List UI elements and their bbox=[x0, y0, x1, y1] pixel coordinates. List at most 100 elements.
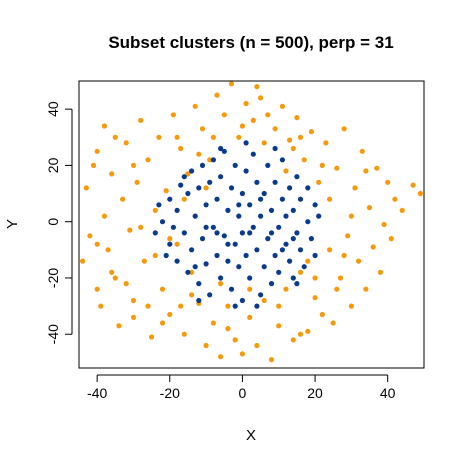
data-point-s0-56 bbox=[276, 323, 282, 329]
data-point-s1-33 bbox=[232, 162, 238, 168]
data-point-s1-3 bbox=[174, 258, 180, 264]
data-point-s1-56 bbox=[272, 179, 278, 185]
x-tick-label: 20 bbox=[307, 385, 323, 401]
data-point-s0-98 bbox=[196, 151, 202, 157]
data-point-s0-121 bbox=[239, 123, 245, 129]
data-point-s0-35 bbox=[199, 126, 206, 132]
data-point-s0-94 bbox=[152, 252, 158, 259]
data-point-s1-4 bbox=[174, 207, 180, 213]
data-point-s1-1 bbox=[167, 241, 173, 247]
data-point-s0-51 bbox=[258, 95, 264, 101]
data-point-s0-23 bbox=[156, 134, 162, 140]
data-point-s1-94 bbox=[254, 303, 260, 309]
y-tick-label: -40 bbox=[45, 324, 61, 344]
data-point-s1-57 bbox=[276, 224, 282, 230]
data-point-s1-7 bbox=[185, 269, 191, 275]
data-point-s0-114 bbox=[123, 281, 129, 287]
data-point-s0-128 bbox=[297, 331, 304, 337]
data-point-s0-81 bbox=[366, 205, 373, 211]
data-point-s0-21 bbox=[149, 334, 155, 340]
data-point-s1-64 bbox=[287, 185, 293, 191]
data-point-s0-25 bbox=[163, 188, 169, 194]
data-point-s1-75 bbox=[312, 252, 318, 259]
data-point-s1-98 bbox=[196, 297, 202, 304]
data-point-s0-71 bbox=[330, 320, 336, 326]
data-point-s0-14 bbox=[123, 140, 129, 146]
data-point-s1-42 bbox=[247, 202, 253, 208]
data-point-s0-102 bbox=[261, 140, 267, 146]
y-tick-label: -20 bbox=[45, 268, 61, 288]
data-point-s1-52 bbox=[265, 162, 271, 168]
data-point-s0-67 bbox=[316, 179, 322, 185]
data-point-s1-12 bbox=[196, 281, 202, 287]
data-point-s1-97 bbox=[272, 145, 278, 152]
data-point-s0-10 bbox=[109, 171, 115, 177]
data-point-s0-122 bbox=[283, 168, 289, 174]
data-point-s1-45 bbox=[254, 247, 260, 253]
data-point-s0-6 bbox=[98, 303, 104, 309]
data-point-s0-117 bbox=[341, 252, 347, 259]
data-point-s0-106 bbox=[319, 162, 325, 168]
data-point-s0-37 bbox=[207, 157, 213, 163]
data-point-s0-27 bbox=[170, 112, 176, 118]
data-point-s0-8 bbox=[101, 213, 107, 219]
data-point-s0-84 bbox=[377, 269, 383, 275]
data-point-s0-40 bbox=[218, 354, 224, 360]
data-point-s0-87 bbox=[388, 236, 394, 242]
data-point-s1-32 bbox=[232, 241, 238, 247]
data-point-s1-76 bbox=[312, 202, 318, 208]
data-point-s0-9 bbox=[105, 247, 111, 253]
data-point-s0-57 bbox=[279, 103, 285, 109]
data-point-s0-22 bbox=[152, 207, 158, 213]
data-point-s0-110 bbox=[138, 224, 144, 230]
data-point-s0-39 bbox=[214, 92, 220, 98]
data-point-s1-86 bbox=[258, 196, 264, 202]
data-point-s1-20 bbox=[210, 224, 216, 230]
data-point-s1-90 bbox=[152, 230, 158, 236]
data-point-s1-13 bbox=[196, 185, 202, 191]
data-point-s0-42 bbox=[225, 303, 231, 309]
data-point-s1-77 bbox=[316, 213, 322, 219]
x-axis: -40 -20 0 20 40 bbox=[87, 374, 396, 401]
data-point-s1-18 bbox=[207, 292, 213, 298]
data-point-s0-108 bbox=[348, 213, 354, 219]
data-point-s1-71 bbox=[301, 264, 307, 270]
data-point-s1-59 bbox=[279, 196, 285, 202]
data-point-s0-97 bbox=[189, 292, 195, 298]
data-point-s0-66 bbox=[312, 295, 318, 301]
data-point-s0-99 bbox=[210, 134, 216, 140]
data-point-s0-76 bbox=[348, 303, 354, 309]
data-point-s1-66 bbox=[290, 207, 296, 213]
data-point-s0-50 bbox=[254, 342, 260, 349]
data-point-s1-30 bbox=[228, 286, 235, 292]
data-point-s0-20 bbox=[145, 157, 151, 163]
data-point-s1-58 bbox=[276, 269, 282, 275]
data-point-s0-119 bbox=[297, 134, 304, 140]
data-point-s0-4 bbox=[94, 286, 100, 292]
data-point-s0-55 bbox=[272, 126, 278, 132]
data-point-s1-48 bbox=[258, 213, 264, 219]
data-point-s0-30 bbox=[181, 331, 187, 337]
data-point-s0-63 bbox=[301, 157, 307, 163]
data-point-s0-45 bbox=[236, 134, 242, 140]
data-point-s0-60 bbox=[290, 337, 296, 343]
data-point-s0-95 bbox=[159, 320, 166, 326]
x-axis-title: X bbox=[246, 427, 256, 444]
data-point-s0-2 bbox=[87, 233, 93, 239]
data-point-s0-112 bbox=[167, 236, 173, 242]
data-point-s1-95 bbox=[243, 140, 249, 146]
data-point-s0-59 bbox=[287, 137, 293, 143]
data-point-s1-41 bbox=[247, 275, 253, 281]
data-point-s1-50 bbox=[261, 190, 267, 197]
data-point-s1-2 bbox=[167, 196, 173, 202]
data-point-s1-54 bbox=[268, 207, 275, 213]
data-point-s1-68 bbox=[294, 174, 300, 180]
data-point-s0-75 bbox=[345, 233, 351, 239]
data-point-s0-93 bbox=[130, 162, 137, 168]
data-point-s0-32 bbox=[189, 269, 195, 275]
data-point-s0-62 bbox=[297, 269, 304, 275]
data-point-s0-7 bbox=[101, 123, 107, 129]
data-point-s1-19 bbox=[207, 179, 213, 185]
data-point-s1-67 bbox=[294, 230, 300, 236]
data-point-s1-22 bbox=[214, 252, 220, 259]
